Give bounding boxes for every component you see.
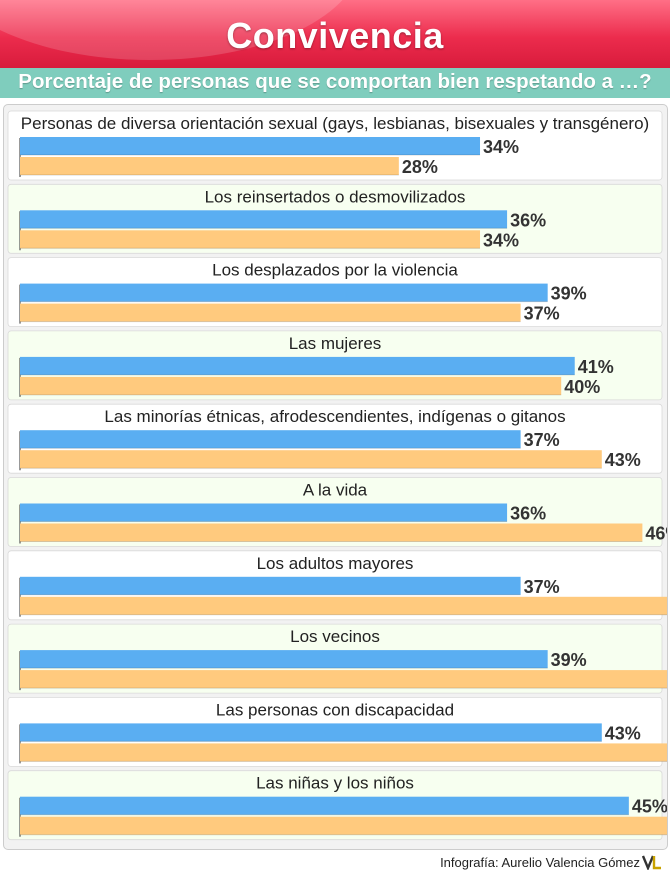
subtitle-bar: Porcentaje de personas que se comportan …: [0, 68, 670, 98]
bar-chart: Personas de diversa orientación sexual (…: [7, 110, 667, 841]
value-label: 43%: [605, 723, 641, 743]
bar-orange: [20, 670, 667, 689]
value-label: 36%: [510, 210, 546, 230]
category-label: Personas de diversa orientación sexual (…: [21, 114, 649, 133]
bar-orange: [20, 743, 667, 762]
bar-blue: [20, 576, 521, 595]
category-label: Los vecinos: [290, 627, 380, 646]
value-label: 28%: [402, 157, 438, 177]
value-label: 39%: [551, 650, 587, 670]
bar-blue: [20, 430, 521, 449]
category-label: A la vida: [303, 481, 368, 500]
chart-row: Personas de diversa orientación sexual (…: [7, 110, 663, 181]
value-label: 46%: [645, 524, 667, 544]
bar-blue: [20, 796, 629, 815]
value-label: 34%: [483, 137, 519, 157]
value-label: 45%: [632, 797, 667, 817]
category-label: Los desplazados por la violencia: [212, 261, 458, 280]
value-label: 39%: [551, 284, 587, 304]
chart-panel: Personas de diversa orientación sexual (…: [3, 104, 668, 850]
page-title: Convivencia: [226, 15, 444, 56]
chart-subtitle: Porcentaje de personas que se comportan …: [18, 70, 652, 93]
bar-orange: [20, 523, 643, 542]
value-label: 41%: [578, 357, 614, 377]
bar-orange: [20, 450, 602, 469]
credit-text: Infografía: Aurelio Valencia Gómez: [440, 855, 640, 870]
bar-blue: [20, 503, 508, 522]
bar-orange: [20, 157, 399, 175]
bar-blue: [20, 210, 508, 229]
category-label: Las personas con discapacidad: [216, 700, 454, 719]
bar-orange: [20, 230, 481, 249]
category-label: Las minorías étnicas, afrodescendientes,…: [104, 407, 565, 426]
value-label: 36%: [510, 504, 546, 524]
bar-blue: [20, 283, 548, 302]
value-label: 34%: [483, 230, 519, 250]
chart-row: Los desplazados por la violencia 39%37%: [7, 257, 663, 328]
bar-orange: [20, 816, 667, 835]
vl-logo-icon: [642, 855, 661, 870]
value-label: 40%: [564, 377, 600, 397]
bar-orange: [20, 596, 667, 615]
chart-row: Las mujeres 41%40%: [7, 330, 663, 401]
bar-orange: [20, 303, 521, 322]
value-label: 37%: [524, 577, 560, 597]
value-label: 37%: [524, 304, 560, 324]
chart-row: Los reinsertados o desmovilizados 36%34%: [7, 183, 663, 254]
bar-orange: [20, 376, 562, 395]
bar-blue: [20, 356, 575, 375]
category-label: Los reinsertados o desmovilizados: [205, 187, 466, 206]
bar-blue: [20, 723, 602, 742]
category-label: Las niñas y los niños: [256, 774, 414, 793]
category-label: Los adultos mayores: [257, 554, 414, 573]
value-label: 37%: [524, 430, 560, 450]
category-label: Las mujeres: [289, 334, 382, 353]
bar-blue: [20, 137, 481, 155]
bar-blue: [20, 650, 548, 669]
chart-row: A la vida 36% 46%: [7, 477, 667, 547]
value-label: 43%: [605, 450, 641, 470]
chart-row: Las minorías étnicas, afrodescendientes,…: [7, 403, 663, 474]
title-banner: Convivencia: [0, 0, 670, 68]
